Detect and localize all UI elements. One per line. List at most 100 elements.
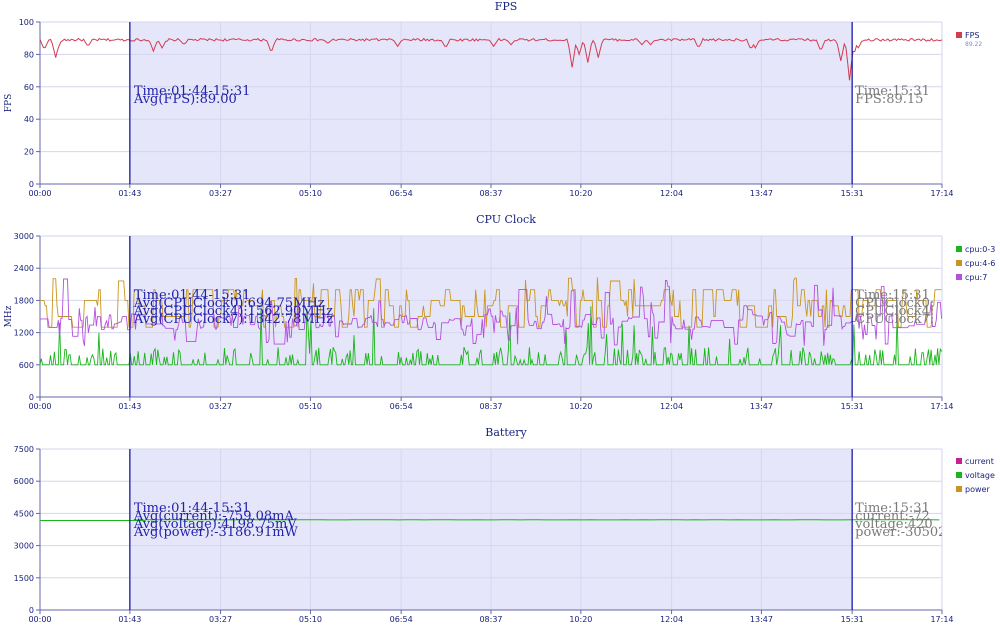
legend-label: cpu:0-3 [965, 245, 995, 254]
legend-value: 89.22 [965, 41, 982, 48]
x-tick-label: 03:27 [209, 615, 232, 624]
x-tick-label: 15:31 [841, 615, 864, 624]
y-tick-label: 100 [19, 18, 34, 27]
legend-label: FPS [965, 31, 980, 40]
series-line-cpu-0-3 [39, 306, 942, 366]
y-tick-label: 1200 [14, 329, 34, 338]
x-tick-label: 12:04 [660, 189, 683, 198]
x-tick-label: 01:43 [118, 402, 141, 411]
annotation-right: Time:15:31 [855, 288, 930, 303]
x-tick-label: 15:31 [841, 189, 864, 198]
legend-swatch [956, 472, 962, 478]
x-tick-label: 06:54 [390, 402, 413, 411]
series-line-cpu-4-6 [40, 277, 942, 328]
annotation-right: current:-72 [855, 509, 930, 524]
annotation-right-group: Time:15:31current:-72voltage:420power:-3… [854, 501, 946, 540]
x-tick-label: 17:14 [930, 615, 953, 624]
legend-label: current [965, 457, 994, 466]
y-axis-label: MHz [4, 305, 14, 327]
x-tick-label: 12:04 [660, 402, 683, 411]
chart-panel-1: 0 600 1200 1800 2400 3000 00:00 01:43 03:27 05:10… [4, 213, 995, 411]
x-tick-label: 00:00 [28, 615, 51, 624]
x-tick-label: 08:37 [479, 402, 502, 411]
y-tick-label: 1500 [14, 574, 34, 583]
chart-panel-0: 0 20 40 60 80 100 00:00 01:43 03:27 05:10 06:54 08:… [4, 0, 982, 198]
y-tick-label: 0 [29, 180, 34, 189]
x-tick-label: 13:47 [750, 615, 773, 624]
x-tick-label: 17:14 [930, 402, 953, 411]
annotation-right: CPUClock4: [855, 304, 934, 319]
annotation-left: Avg(voltage):4198.75mV [133, 517, 297, 532]
annotation-left: Avg(CPUClock7):1342.78MHz [133, 312, 333, 327]
annotation-left: Time:01:44-15:31 [134, 501, 251, 516]
annotation-left: Avg(FPS):89.00 [133, 92, 237, 107]
x-tick-label: 10:20 [569, 402, 592, 411]
legend-label: voltage [965, 471, 995, 480]
annotation-left: Time:01:44-15:31 [134, 288, 251, 303]
annotation-right: voltage:420 [854, 517, 933, 532]
annotation-right: FPS:89.15 [855, 92, 923, 107]
x-tick-label: 05:10 [299, 189, 322, 198]
y-tick-label: 6000 [14, 477, 34, 486]
legend-swatch [956, 260, 962, 266]
annotation-right: Time:15:31 [855, 84, 930, 99]
annotation-left: Avg(current):-759.08mA [133, 509, 295, 524]
legend-label: power [965, 485, 990, 494]
annotation-left: Time:01:44-15:31 [134, 84, 251, 99]
legend-swatch [956, 486, 962, 492]
x-tick-label: 08:37 [479, 189, 502, 198]
x-tick-label: 08:37 [479, 615, 502, 624]
x-tick-label: 13:47 [750, 402, 773, 411]
series-line-cpu-7 [40, 278, 943, 347]
y-tick-label: 80 [24, 50, 34, 59]
y-tick-label: 40 [24, 115, 34, 124]
annotation-right: CPUClock7: [855, 312, 934, 327]
annotation-left: Avg(CPUClock0):694.75MHz [133, 296, 325, 311]
y-tick-label: 3000 [14, 232, 34, 241]
x-tick-label: 00:00 [28, 402, 51, 411]
y-tick-label: 4500 [14, 509, 34, 518]
annotation-left: Avg(power):-3186.91mW [133, 525, 299, 540]
y-tick-label: 2400 [14, 264, 34, 273]
x-tick-label: 06:54 [390, 189, 413, 198]
y-tick-label: 600 [19, 361, 34, 370]
annotation-right: Time:15:31 [855, 501, 930, 516]
legend-swatch [956, 246, 962, 252]
y-tick-label: 1800 [14, 296, 34, 305]
y-tick-label: 3000 [14, 542, 34, 551]
x-tick-label: 05:10 [299, 402, 322, 411]
x-tick-label: 00:00 [28, 189, 51, 198]
annotation-right: CPUClock0: [855, 296, 934, 311]
y-tick-label: 0 [29, 606, 34, 615]
x-tick-label: 01:43 [118, 189, 141, 198]
chart-title: FPS [495, 0, 518, 13]
y-axis-label: FPS [4, 94, 14, 112]
x-tick-label: 06:54 [390, 615, 413, 624]
legend-swatch [956, 458, 962, 464]
legend-swatch [956, 32, 962, 38]
legend-label: cpu:4-6 [965, 259, 995, 268]
y-tick-label: 20 [24, 148, 34, 157]
series-line-voltage [40, 519, 940, 521]
series-line-FPS [39, 37, 943, 81]
y-tick-label: 60 [24, 83, 34, 92]
chart-title: CPU Clock [476, 213, 536, 226]
y-tick-label: 7500 [14, 445, 34, 454]
x-tick-label: 05:10 [299, 615, 322, 624]
x-tick-label: 17:14 [930, 189, 953, 198]
x-tick-label: 03:27 [209, 402, 232, 411]
chart-panel-2: 0 1500 3000 4500 6000 7500 00:00 01:43 03:27 05:1… [14, 426, 995, 624]
x-tick-label: 12:04 [660, 615, 683, 624]
x-tick-label: 15:31 [841, 402, 864, 411]
y-tick-label: 0 [29, 393, 34, 402]
x-tick-label: 13:47 [750, 189, 773, 198]
chart-title: Battery [485, 426, 527, 439]
x-tick-label: 10:20 [569, 189, 592, 198]
x-tick-label: 01:43 [118, 615, 141, 624]
legend-swatch [956, 274, 962, 280]
x-tick-label: 03:27 [209, 189, 232, 198]
annotation-right: power:-30502 [855, 525, 946, 540]
